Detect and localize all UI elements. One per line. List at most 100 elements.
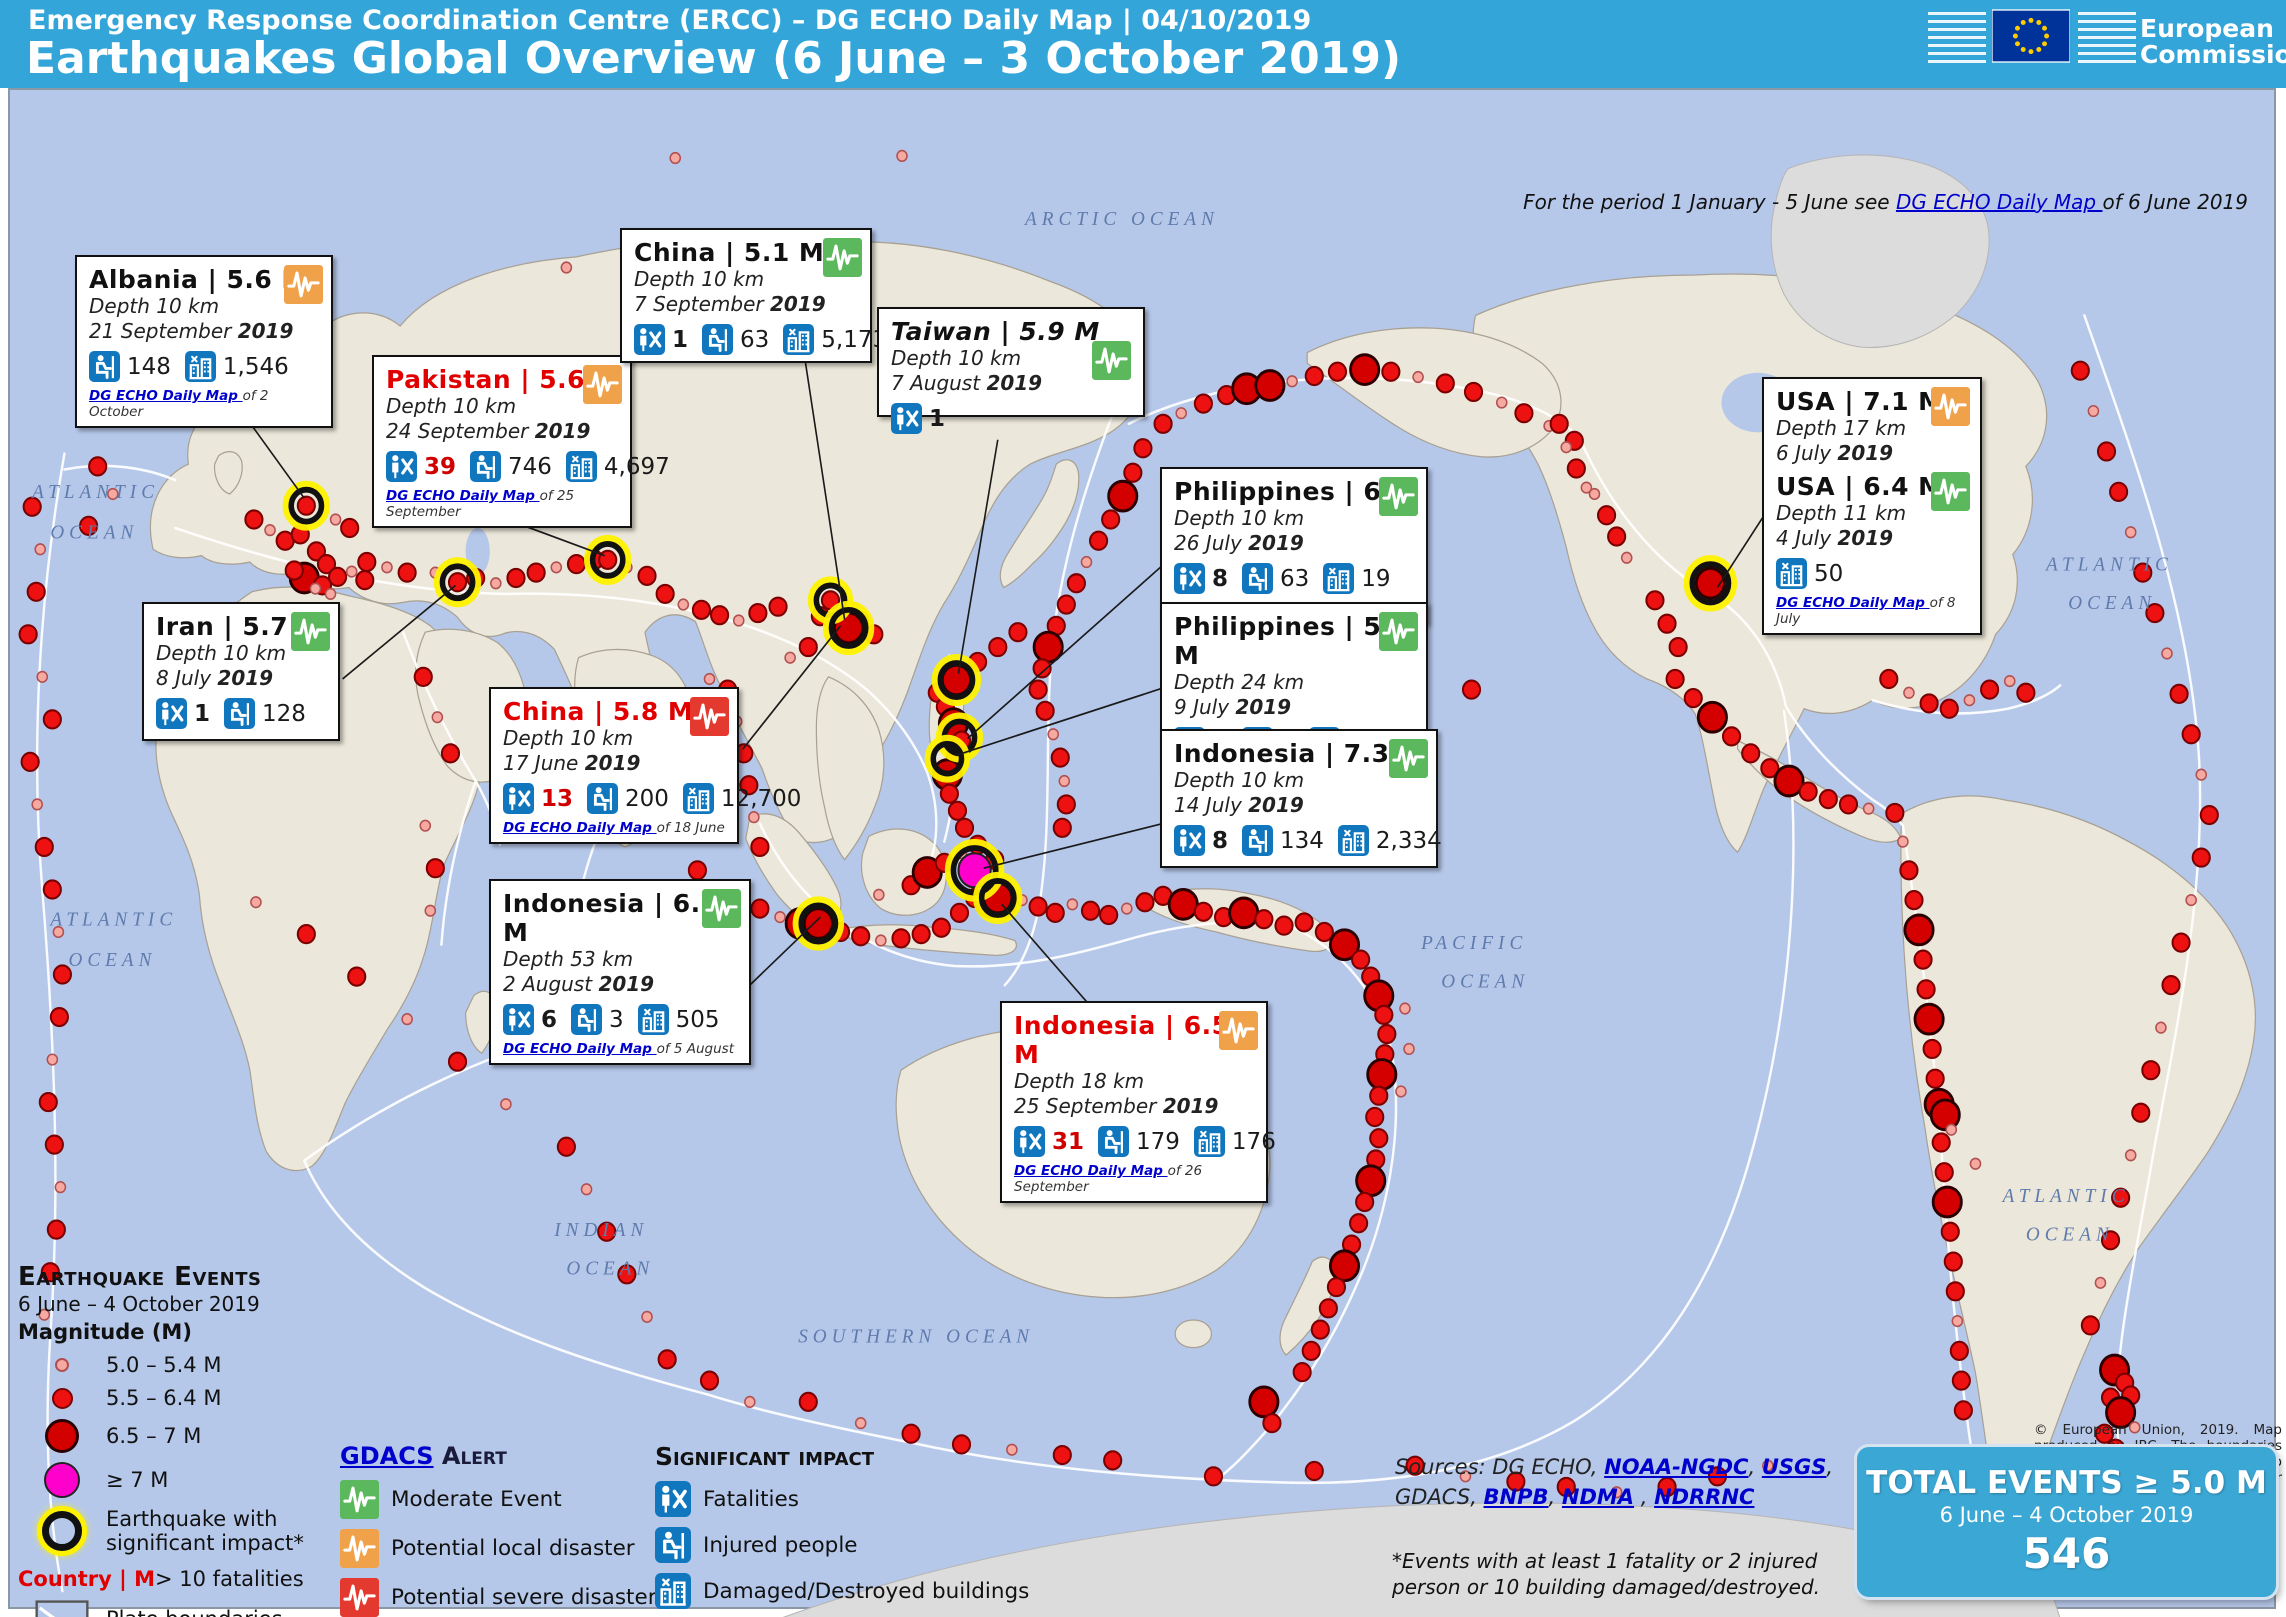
quake-dot (1008, 622, 1028, 643)
callout-taiwan: Taiwan | 5.9 M Depth 10 km 7 August 2019… (877, 307, 1145, 434)
quake-dot (940, 663, 972, 697)
eu-flag (1992, 9, 2070, 63)
buildings-icon (682, 783, 714, 814)
event-title: Philippines | 5.6 M (1174, 612, 1410, 670)
bnpb-link[interactable]: BNPB (1483, 1485, 1549, 1509)
page-title: Earthquakes Global Overview (6 June – 3 … (26, 33, 1402, 84)
significant-impact-ring (589, 541, 626, 579)
daily-map-link[interactable]: DG ECHO Daily Map (503, 820, 657, 836)
quake-dot (911, 856, 943, 889)
quake-dot (26, 581, 46, 602)
quake-dot (1435, 373, 1455, 394)
quake-dot (935, 696, 955, 717)
quake-dot (810, 606, 830, 627)
quake-dot (2169, 683, 2189, 704)
daily-map-link[interactable]: DG ECHO Daily Map (386, 488, 540, 504)
quake-dot (54, 1181, 67, 1194)
quake-dot (850, 610, 870, 631)
noaa-ngdc-link[interactable]: NOAA-NGDC (1604, 1455, 1749, 1479)
daily-map-link[interactable]: DG ECHO Daily Map (1895, 190, 2103, 214)
quake-dot (1032, 658, 1052, 679)
quake-dot (1657, 613, 1677, 634)
quake-dot (324, 587, 337, 601)
quake-dot (1564, 430, 1584, 451)
quake-dot (1904, 889, 1924, 911)
legend-title: Earthquake Events (18, 1262, 262, 1292)
quake-dot (1135, 892, 1155, 913)
quake-dot (784, 907, 816, 940)
quake-dot (1363, 979, 1395, 1013)
fatalities-icon (1174, 825, 1205, 856)
daily-map-reference: DG ECHO Daily Map of 25 September (386, 488, 575, 520)
quake-dot (250, 896, 262, 909)
quake-dot (1052, 817, 1072, 838)
event-date: 24 September 2019 (386, 419, 591, 443)
header-title: Emergency Response Coordination Centre (… (28, 5, 1312, 36)
buildings-icon (783, 324, 815, 355)
quake-dot (598, 549, 618, 570)
quake-dot (1193, 393, 1213, 414)
significant-impact-ring (828, 606, 869, 649)
quake-dot (107, 487, 119, 501)
quake-dot (1913, 949, 1933, 970)
event-date: 9 July 2019 (1174, 695, 1292, 719)
quake-dot (1588, 487, 1601, 501)
daily-map-link[interactable]: DG ECHO Daily Map (1776, 595, 1930, 611)
quake-dot (657, 1349, 677, 1370)
usgs-link[interactable]: USGS (1761, 1455, 1827, 1479)
quake-dot (556, 1136, 576, 1157)
dot-medium-sample (51, 1387, 73, 1409)
quake-dot (1349, 353, 1381, 386)
quake-dot (833, 619, 846, 632)
quake-dot (1798, 781, 1818, 802)
event-title: USA | 6.4 M (1776, 472, 1944, 501)
quake-dot (2094, 1276, 2107, 1289)
event-date: 7 August 2019 (891, 371, 1043, 395)
earthquake-events-legend: Earthquake Events 6 June – 4 October 201… (18, 1262, 318, 1617)
quake-dot (1248, 1385, 1280, 1419)
quake-dot (440, 743, 461, 764)
alert-green-icon (1931, 472, 1970, 511)
daily-map-link[interactable]: DG ECHO Daily Map (503, 1041, 657, 1057)
quake-dot (244, 509, 264, 530)
gdacs-link[interactable]: GDACS (340, 1442, 434, 1470)
quake-dot (937, 707, 969, 740)
quake-dot (316, 554, 337, 575)
fatalities-icon (503, 1004, 534, 1035)
quake-dot (1925, 1068, 1945, 1089)
quake-dot (355, 569, 375, 591)
quake-dot (1066, 573, 1086, 594)
significant-impact-ring (798, 902, 839, 945)
impact-row: 8 63 19 (1174, 563, 1416, 594)
event-title: China | 5.8 M (503, 697, 694, 726)
significant-impact-ring (288, 486, 325, 525)
quake-dot (1046, 615, 1066, 636)
event-date: 6 July 2019 (1776, 441, 1894, 465)
quake-dot (1101, 509, 1121, 530)
impact-row: 6 3 505 (503, 1004, 739, 1035)
daily-map-link[interactable]: DG ECHO Daily Map (89, 388, 243, 404)
quake-dot (1045, 902, 1065, 923)
ndma-link[interactable]: NDMA (1561, 1485, 1635, 1509)
quake-dot (1032, 630, 1064, 664)
header: Emergency Response Coordination Centre (… (0, 0, 2286, 88)
quake-dot (927, 682, 947, 703)
event-title: Indonesia | 7.3 M (1174, 739, 1425, 768)
event-title: Taiwan | 5.9 M (891, 317, 1100, 346)
event-title: Pakistan | 5.6 M (386, 365, 620, 394)
daily-map-link[interactable]: DG ECHO Daily Map (1014, 1163, 1168, 1179)
quake-dot (1645, 590, 1665, 611)
quake-dot (1035, 700, 1055, 721)
quake-dot (1292, 1362, 1312, 1383)
quake-dot (2124, 1149, 2137, 1162)
quake-dot (1951, 1370, 1971, 1391)
ocean-label: ATLANTIC (30, 481, 159, 504)
ndrrnc-link[interactable]: NDRRNC (1654, 1485, 1755, 1509)
quake-dot (750, 836, 770, 858)
event-depth: Depth 18 km (1014, 1069, 1145, 1093)
quake-dot (1543, 419, 1555, 433)
quake-dot (1314, 921, 1334, 943)
quake-dot (1461, 679, 1482, 700)
quake-dot (2099, 1353, 2131, 1387)
event-depth: Depth 10 km (386, 394, 517, 418)
